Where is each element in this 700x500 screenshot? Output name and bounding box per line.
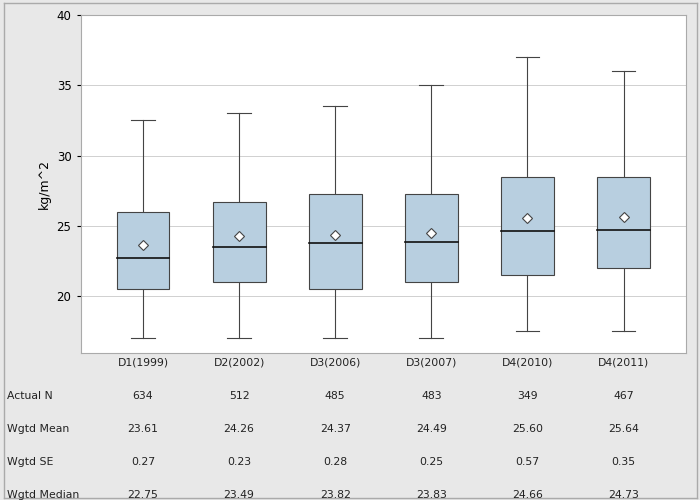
Text: 512: 512: [229, 390, 249, 400]
Text: 467: 467: [613, 390, 634, 400]
Bar: [405, 194, 458, 282]
Text: 23.82: 23.82: [320, 490, 351, 500]
Text: D3(2007): D3(2007): [405, 358, 457, 368]
Text: 349: 349: [517, 390, 538, 400]
Text: 22.75: 22.75: [127, 490, 158, 500]
Text: 483: 483: [421, 390, 442, 400]
Text: 23.83: 23.83: [416, 490, 447, 500]
Bar: [213, 202, 265, 282]
Text: Wgtd Median: Wgtd Median: [7, 490, 79, 500]
Bar: [501, 176, 554, 275]
Text: 24.73: 24.73: [608, 490, 639, 500]
Text: Wgtd SE: Wgtd SE: [7, 457, 53, 467]
Bar: [116, 212, 169, 289]
Text: 0.28: 0.28: [323, 457, 347, 467]
Text: 25.60: 25.60: [512, 424, 543, 434]
Text: D4(2010): D4(2010): [502, 358, 553, 368]
Text: 0.35: 0.35: [612, 457, 636, 467]
Text: 25.64: 25.64: [608, 424, 639, 434]
Text: D2(2002): D2(2002): [214, 358, 265, 368]
Text: 23.61: 23.61: [127, 424, 158, 434]
Text: 24.66: 24.66: [512, 490, 543, 500]
Text: 23.49: 23.49: [223, 490, 255, 500]
Text: 0.23: 0.23: [227, 457, 251, 467]
Y-axis label: kg/m^2: kg/m^2: [38, 159, 51, 209]
Bar: [309, 194, 362, 289]
Text: 24.37: 24.37: [320, 424, 351, 434]
Text: 0.27: 0.27: [131, 457, 155, 467]
Text: 24.26: 24.26: [223, 424, 255, 434]
Text: D4(2011): D4(2011): [598, 358, 649, 368]
Text: D3(2006): D3(2006): [309, 358, 361, 368]
Text: 0.57: 0.57: [515, 457, 540, 467]
Text: 485: 485: [325, 390, 346, 400]
Text: 24.49: 24.49: [416, 424, 447, 434]
Text: Actual N: Actual N: [7, 390, 52, 400]
Text: 634: 634: [133, 390, 153, 400]
Bar: [597, 176, 650, 268]
Text: Wgtd Mean: Wgtd Mean: [7, 424, 69, 434]
Text: 0.25: 0.25: [419, 457, 443, 467]
Text: D1(1999): D1(1999): [118, 358, 169, 368]
